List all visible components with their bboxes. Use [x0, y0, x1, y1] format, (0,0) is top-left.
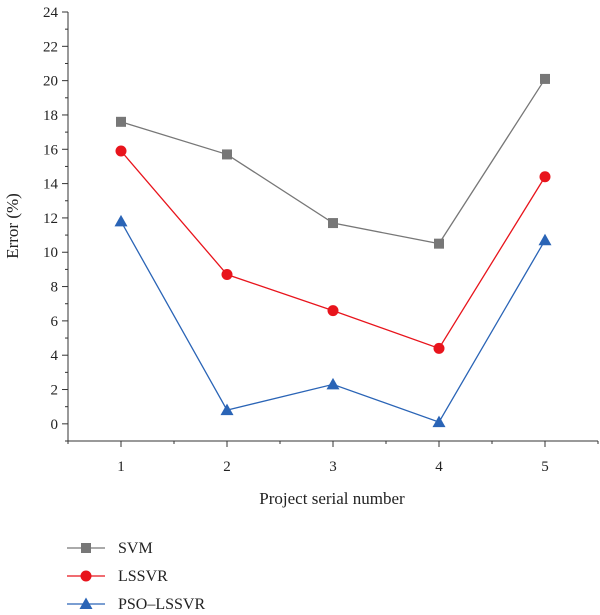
- y-tick-label-1: 2: [51, 383, 59, 399]
- legend-marker-0: [81, 543, 91, 553]
- y-tick-label-8: 16: [43, 142, 59, 158]
- series-line-2: [120, 221, 546, 423]
- legend-label-1: LSSVR: [118, 568, 168, 585]
- series-line-1: [120, 150, 546, 350]
- series-2-point-0: [114, 214, 128, 227]
- y-tick-label-5: 10: [43, 245, 58, 261]
- x-tick-label-0: 1: [117, 459, 125, 475]
- x-tick-label-1: 2: [223, 459, 231, 475]
- series-2: [114, 214, 552, 428]
- x-tick-label-2: 3: [329, 459, 337, 475]
- series-0-point-3: [434, 238, 444, 249]
- series-1-point-0: [115, 145, 127, 157]
- y-tick-label-0: 0: [51, 417, 59, 433]
- series-2-point-1: [220, 403, 234, 416]
- series-1-point-3: [433, 342, 445, 354]
- y-tick-label-6: 12: [43, 211, 58, 227]
- legend-marker-1: [80, 570, 92, 582]
- y-tick-label-4: 8: [51, 280, 59, 296]
- y-tick-label-2: 4: [51, 348, 59, 364]
- legend-label-2: PSO–LSSVR: [118, 596, 205, 613]
- y-tick-label-11: 22: [43, 39, 58, 55]
- series-0-point-4: [540, 73, 550, 84]
- y-tick-label-9: 18: [43, 108, 58, 124]
- series-1-point-2: [327, 305, 339, 317]
- legend-label-0: SVM: [118, 540, 153, 557]
- y-tick-label-12: 24: [43, 5, 59, 21]
- y-tick-label-3: 6: [51, 314, 59, 330]
- series-1: [115, 145, 551, 354]
- x-tick-label-3: 4: [435, 459, 443, 475]
- series-2-point-3: [432, 415, 446, 428]
- y-axis-label: Error (%): [3, 193, 22, 259]
- series-0-point-1: [222, 149, 232, 160]
- series-2-point-2: [326, 377, 340, 390]
- series-0-point-0: [116, 116, 126, 127]
- legend-marker-2: [79, 597, 93, 609]
- series-1-point-1: [221, 269, 233, 281]
- x-axis-label: Project serial number: [259, 489, 405, 508]
- series-1-point-4: [539, 171, 551, 183]
- y-tick-label-10: 20: [43, 74, 58, 90]
- legend: SVM LSSVR PSO–LSSVR: [67, 540, 205, 613]
- y-tick-label-7: 14: [43, 177, 59, 193]
- x-tick-label-4: 5: [541, 459, 549, 475]
- series-0-point-2: [328, 218, 338, 229]
- series-layer: [114, 73, 552, 428]
- series-2-point-4: [538, 233, 552, 246]
- series-0: [116, 73, 550, 249]
